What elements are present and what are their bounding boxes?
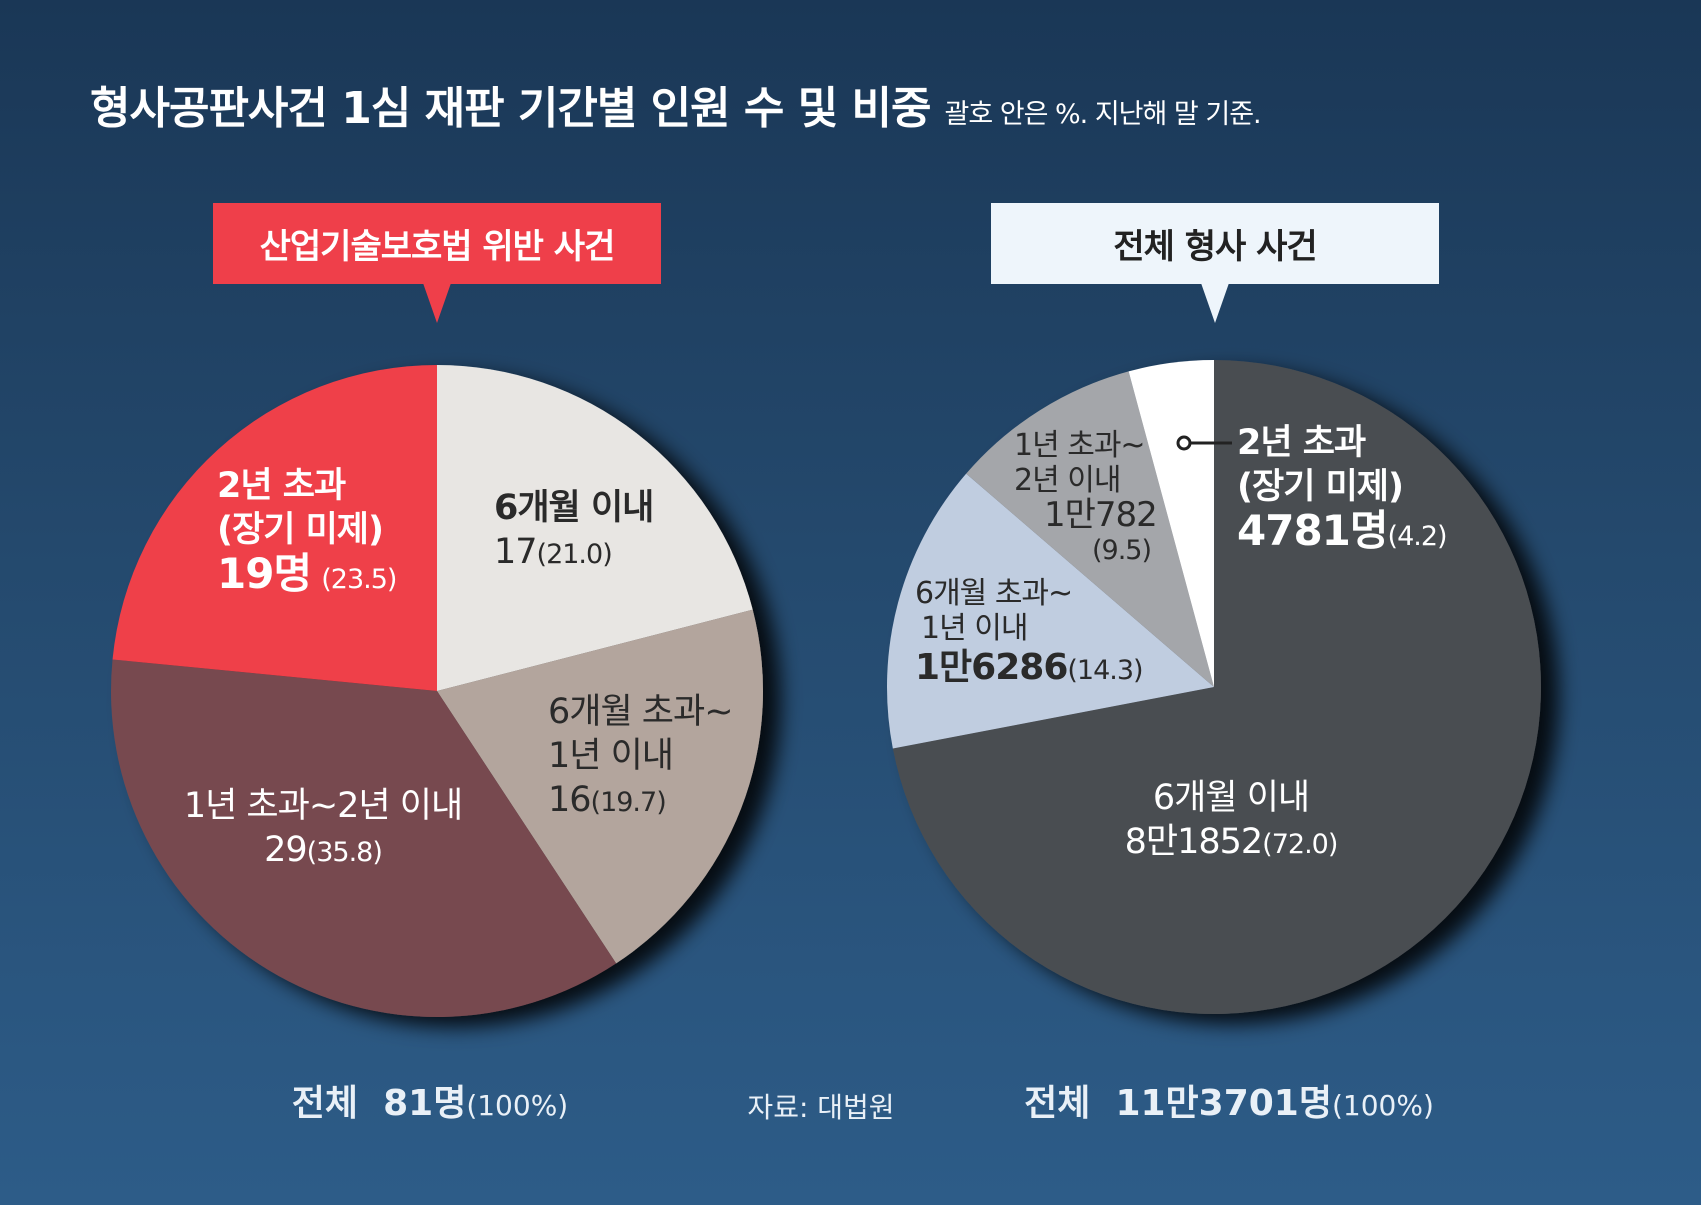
label-line: 1년 초과~: [1014, 428, 1146, 463]
total-percent: (100%): [1331, 1089, 1434, 1122]
left-total: 전체 81명(100%): [292, 1074, 568, 1126]
right-chart-title: 전체 형사 사건: [1113, 227, 1317, 267]
percent: (23.5): [321, 564, 397, 595]
total-value: 81명: [383, 1083, 467, 1124]
chart-title: 형사공판사건 1심 재판 기간별 인원 수 및 비중 괄호 안은 %. 지난해 말…: [90, 72, 1262, 136]
label-line: 6개월 초과~: [915, 576, 1073, 611]
left-chart-title: 산업기술보호법 위반 사건: [259, 227, 616, 267]
percent: (14.3): [1067, 655, 1143, 686]
pie-slice-2: [111, 659, 617, 1017]
pie-slice-0: [437, 365, 753, 691]
label-left-6m-1y: 6개월 초과~ 1년 이내 16(19.7): [548, 690, 734, 825]
label-line: (장기 미제): [1237, 467, 1404, 507]
label-right-1y-2y: 1년 초과~ 2년 이내 1만782 (9.5): [1014, 428, 1158, 568]
pie-slice-0: [892, 360, 1541, 1014]
label-line: 2년 이내: [1014, 463, 1121, 498]
total-label: 전체: [291, 1083, 359, 1124]
label-left-1y-2y: 1년 초과~2년 이내 29(35.8): [183, 784, 463, 875]
value: 1만6286: [915, 647, 1068, 688]
pie-slice-1: [437, 609, 763, 964]
label-line: 2년 초과: [217, 466, 346, 506]
total-label: 전체: [1024, 1083, 1091, 1124]
pie-slice-3: [112, 365, 438, 691]
percent: (4.2): [1387, 521, 1448, 552]
leader-dot: [1176, 435, 1192, 451]
label-line: 1년 초과~2년 이내: [183, 786, 463, 826]
percent: (72.0): [1262, 829, 1338, 860]
subtitle: 괄호 안은 %. 지난해 말 기준.: [944, 99, 1261, 130]
title-text: 형사공판사건 1심 재판 기간별 인원 수 및 비중: [90, 83, 931, 134]
value: 16: [548, 780, 592, 820]
label-line: 6개월 이내: [1152, 778, 1310, 818]
label-right-6m-1y: 6개월 초과~ 1년 이내 1만6286(14.3): [915, 576, 1144, 688]
value: 19명: [217, 549, 312, 598]
percent: (21.0): [536, 539, 613, 570]
label-left-6m: 6개월 이내 17(21.0): [494, 486, 654, 577]
label-left-over-2y: 2년 초과 (장기 미제) 19명 (23.5): [217, 464, 397, 602]
label-line: 1년 이내: [921, 611, 1028, 646]
total-percent: (100%): [466, 1089, 569, 1122]
right-total: 전체 11만3701명(100%): [1024, 1074, 1434, 1126]
right-chart-title-box: 전체 형사 사건: [991, 203, 1439, 284]
value: 8만1852: [1124, 822, 1264, 862]
right-callout-pointer: [1201, 283, 1229, 323]
pie-slice-2: [966, 371, 1214, 687]
source-note: 자료: 대법원: [747, 1091, 895, 1124]
percent: (35.8): [306, 837, 383, 868]
left-chart-title-box: 산업기술보호법 위반 사건: [213, 203, 661, 284]
value: 17: [494, 532, 538, 572]
label-line: 6개월 초과~: [548, 692, 734, 732]
label-right-over-2y: 2년 초과 (장기 미제) 4781명(4.2): [1237, 421, 1448, 559]
pie-slice-1: [886, 473, 1214, 749]
left-callout-pointer: [423, 283, 451, 323]
percent: (9.5): [1092, 535, 1152, 566]
total-value: 11만3701명: [1115, 1083, 1332, 1124]
percent: (19.7): [590, 787, 667, 818]
value: 4781명: [1237, 506, 1389, 555]
value: 29: [264, 830, 308, 870]
value: 1만782: [1044, 495, 1158, 535]
label-line: 1년 이내: [548, 736, 674, 776]
label-right-6m: 6개월 이내 8만1852(72.0): [1124, 776, 1339, 867]
label-line: 2년 초과: [1237, 423, 1366, 463]
left-pie: [111, 365, 763, 1017]
label-line: (장기 미제): [217, 510, 384, 550]
right-pie: [886, 360, 1541, 1014]
label-line: 6개월 이내: [494, 488, 654, 528]
